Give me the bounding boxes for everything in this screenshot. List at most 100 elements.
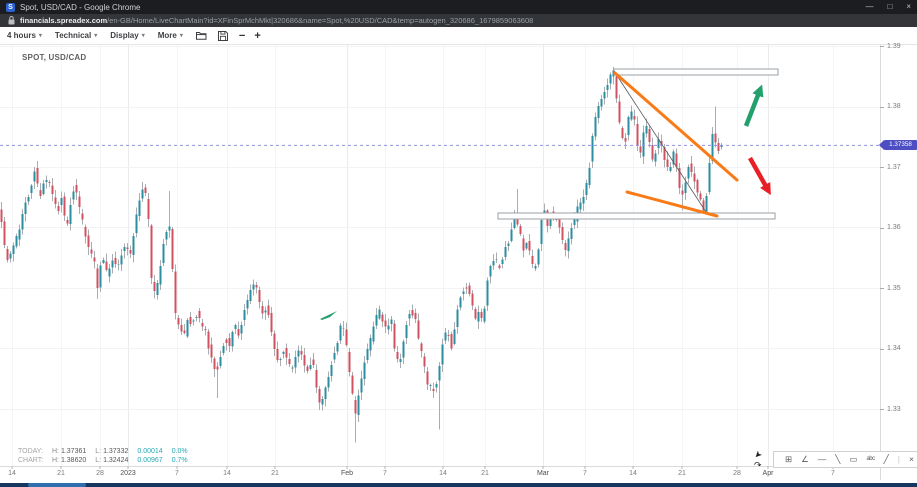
angle-tool-icon[interactable]: ∠ bbox=[801, 454, 809, 464]
support-box-annotation[interactable] bbox=[497, 212, 776, 220]
low-label: L: bbox=[95, 448, 102, 455]
lock-icon[interactable] bbox=[8, 12, 15, 30]
maximize-button[interactable]: □ bbox=[887, 2, 893, 11]
time-tick bbox=[60, 466, 62, 469]
trend-line-tool-icon[interactable]: ╲ bbox=[835, 454, 841, 464]
chevron-down-icon: ▾ bbox=[94, 33, 98, 39]
grid-tool-icon[interactable]: ⊞ bbox=[785, 454, 793, 464]
price-tick bbox=[880, 46, 884, 47]
wedge-lower-line-annotation[interactable] bbox=[625, 190, 719, 218]
save-chart-button[interactable] bbox=[217, 30, 228, 41]
wedge-upper-line-annotation[interactable] bbox=[613, 71, 739, 182]
elbow-arrow-tool-icon[interactable]: ↷ bbox=[754, 459, 762, 470]
price-axis-label: 1.36 bbox=[887, 224, 901, 231]
time-axis-label: 21 bbox=[678, 470, 686, 477]
legend-today-low: L: 1.37332 bbox=[95, 448, 128, 457]
price-axis-label: 1.35 bbox=[887, 284, 901, 292]
minimize-button[interactable]: — bbox=[865, 2, 874, 11]
open-chart-button[interactable] bbox=[195, 31, 207, 40]
resistance-box-annotation[interactable] bbox=[613, 68, 779, 76]
pennant-marker-annotation[interactable] bbox=[320, 311, 337, 320]
time-tick bbox=[542, 466, 544, 469]
url-path: /en-GB/Home/LiveChartMain?id=XFinSprMchM… bbox=[107, 16, 534, 25]
red-down-arrow-annotation[interactable] bbox=[748, 156, 771, 196]
close-toolbar-icon[interactable]: × bbox=[908, 454, 914, 464]
legend-today-change-pct: 0.0% bbox=[171, 448, 188, 455]
price-axis-line bbox=[880, 45, 881, 480]
current-price-badge: 1.37358 bbox=[884, 140, 917, 151]
time-axis-label: 21 bbox=[57, 470, 65, 477]
time-axis-label: 21 bbox=[481, 470, 489, 477]
price-axis-label: 1.38 bbox=[887, 103, 901, 110]
separator: | bbox=[897, 454, 900, 464]
time-tick bbox=[176, 466, 178, 469]
low-value: 1.37332 bbox=[103, 448, 129, 455]
chart-toolbar: 4 hours ▾ Technical ▾ Display ▾ More ▾ −… bbox=[0, 27, 917, 45]
price-tick bbox=[880, 106, 884, 108]
legend-chart-low: L: 1.32424 bbox=[95, 457, 128, 466]
price-axis-label: 1.39 bbox=[887, 42, 901, 50]
bottom-edge-bar bbox=[0, 483, 917, 487]
time-axis-label: 21 bbox=[271, 470, 279, 477]
time-axis-label: Feb bbox=[340, 470, 354, 477]
close-button[interactable]: × bbox=[906, 2, 911, 11]
folder-icon bbox=[195, 32, 207, 40]
symbol-label: SPOT, USD/CAD bbox=[22, 53, 87, 62]
time-tick bbox=[681, 466, 683, 469]
more-menu-label: More bbox=[157, 31, 177, 40]
spreadex-favicon-icon: S bbox=[6, 2, 15, 12]
time-tick bbox=[442, 466, 444, 469]
low-label: L: bbox=[95, 456, 102, 464]
technical-menu-label: Technical bbox=[54, 31, 92, 40]
trend-line-annotation[interactable] bbox=[613, 70, 707, 213]
time-axis-label: 28 bbox=[96, 470, 104, 477]
url-text[interactable]: financials.spreadex.com/en-GB/Home/LiveC… bbox=[20, 16, 533, 25]
timeframe-menu[interactable]: 4 hours ▾ bbox=[7, 31, 42, 40]
display-menu[interactable]: Display ▾ bbox=[110, 31, 144, 40]
cursor-tool-icon[interactable]: ➤ bbox=[751, 448, 765, 461]
price-tick bbox=[880, 409, 884, 410]
green-up-arrow-annotation[interactable] bbox=[743, 84, 764, 127]
time-tick bbox=[99, 466, 101, 469]
time-axis-label: 14 bbox=[223, 470, 231, 477]
chevron-down-icon: ▾ bbox=[179, 33, 183, 39]
time-axis-label: 7 bbox=[831, 470, 835, 477]
high-label: H: bbox=[52, 448, 59, 455]
drawing-toolbar-box: ⊞ ∠ — ╲ ▭ abc ╱ | × bbox=[772, 451, 917, 468]
ohlc-legend: TODAY: H: 1.37361 L: 1.37332 0.00014 0.0… bbox=[18, 448, 197, 465]
address-bar[interactable]: financials.spreadex.com/en-GB/Home/LiveC… bbox=[0, 14, 917, 27]
price-tick bbox=[880, 227, 884, 229]
time-axis-label: 14 bbox=[439, 470, 447, 477]
price-tick bbox=[880, 288, 884, 289]
price-axis-label: 1.33 bbox=[887, 405, 901, 413]
zoom-out-button[interactable]: − bbox=[238, 29, 246, 42]
legend-chart-high: H: 1.38620 bbox=[52, 457, 86, 466]
price-tick bbox=[880, 167, 884, 168]
legend-today-high: H: 1.37361 bbox=[52, 448, 86, 457]
grid bbox=[0, 45, 880, 466]
time-axis-line bbox=[0, 466, 917, 467]
bottom-edge-accent bbox=[28, 483, 86, 487]
time-tick bbox=[736, 466, 738, 469]
time-axis-label: 7 bbox=[175, 470, 179, 477]
legend-chart-row: CHART: H: 1.38620 L: 1.32424 0.00967 0.7… bbox=[18, 457, 197, 466]
horizontal-line-tool-icon[interactable]: — bbox=[817, 454, 827, 464]
drawing-toolbar-outside: ➤↷ bbox=[751, 448, 767, 471]
time-axis-label: 7 bbox=[383, 470, 387, 477]
floppy-disk-icon bbox=[217, 30, 228, 41]
time-tick bbox=[584, 466, 586, 469]
candlestick-chart[interactable] bbox=[0, 45, 880, 466]
chevron-down-icon: ▾ bbox=[141, 33, 145, 39]
high-value: 1.38620 bbox=[60, 456, 87, 464]
ray-tool-icon[interactable]: ╱ bbox=[883, 454, 889, 464]
more-menu[interactable]: More ▾ bbox=[158, 31, 183, 40]
legend-today-change: 0.00014 bbox=[137, 448, 163, 455]
time-axis-label: 7 bbox=[583, 470, 587, 477]
zoom-in-button[interactable]: + bbox=[254, 29, 261, 42]
rectangle-tool-icon[interactable]: ▭ bbox=[849, 454, 858, 464]
time-tick bbox=[11, 466, 13, 469]
text-tool-icon[interactable]: abc bbox=[866, 456, 875, 462]
price-axis-label: 1.34 bbox=[887, 345, 901, 352]
technical-menu[interactable]: Technical ▾ bbox=[55, 31, 97, 40]
